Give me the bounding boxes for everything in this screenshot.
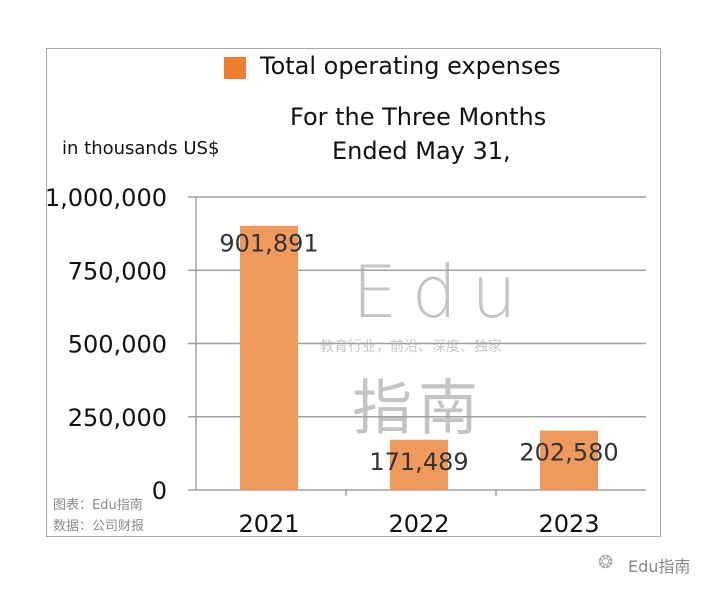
chart-title-line2: Ended May 31, — [332, 137, 511, 165]
data-label: 171,489 — [369, 448, 468, 476]
watermark-logo: Edu — [352, 250, 531, 334]
y-tick-label: 1,000,000 — [45, 184, 167, 212]
x-tick-label: 2023 — [538, 510, 599, 538]
watermark-name: 指南 — [352, 374, 484, 444]
wechat-icon: ❂ — [598, 552, 614, 573]
footer-brand: Edu指南 — [628, 557, 691, 576]
bar-2023 — [540, 430, 598, 490]
data-credit: 数据：公司财报 — [53, 519, 145, 534]
data-label: 202,580 — [519, 439, 618, 467]
y-axis-label: in thousands US$ — [62, 138, 220, 159]
chart-credit: 图表：Edu指南 — [53, 498, 143, 513]
bar-2022 — [390, 439, 448, 490]
legend-label: Total operating expenses — [260, 52, 561, 80]
chart-title-line1: For the Three Months — [290, 103, 547, 131]
data-label: 901,891 — [219, 230, 318, 258]
x-tick-label: 2022 — [388, 510, 449, 538]
y-tick-label: 750,000 — [68, 257, 167, 285]
legend-swatch — [224, 57, 246, 79]
chart-frame — [46, 48, 661, 537]
y-tick-label: 250,000 — [68, 404, 167, 432]
x-tick-label: 2021 — [238, 510, 299, 538]
y-tick-label: 500,000 — [68, 331, 167, 359]
bar-2021 — [240, 225, 298, 490]
y-tick-label: 0 — [152, 477, 167, 505]
